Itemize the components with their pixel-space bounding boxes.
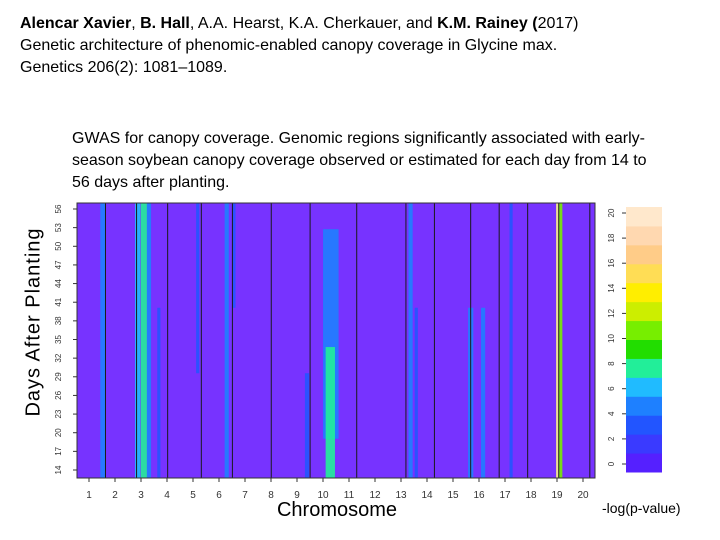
- colorbar-tick-label: 14: [607, 283, 616, 292]
- citation-line-3: Genetics 206(2): 1081–1089.: [20, 59, 228, 76]
- citation-line-2: Genetic architecture of phenomic-enabled…: [20, 37, 558, 54]
- y-tick-label: 20: [54, 428, 63, 437]
- x-tick-label: 5: [190, 490, 196, 501]
- y-tick-label: 26: [54, 390, 63, 399]
- x-tick-label: 10: [317, 490, 329, 501]
- colorbar-swatch: [626, 320, 662, 340]
- author-lead: Alencar Xavier: [20, 15, 132, 32]
- x-tick-label: 11: [344, 490, 355, 501]
- x-tick-label: 16: [473, 490, 485, 501]
- x-tick-label: 14: [421, 490, 433, 501]
- x-tick-label: 8: [268, 490, 274, 501]
- association-band-chr10: [325, 347, 335, 478]
- author-2: B. Hall: [140, 15, 190, 32]
- x-tick-label: 12: [369, 490, 381, 501]
- colorbar-swatch: [626, 225, 662, 246]
- colorbar-tick-label: 12: [607, 308, 616, 317]
- colorbar-swatch: [626, 207, 662, 227]
- x-tick-label: 19: [551, 490, 563, 501]
- colorbar-swatch: [626, 415, 662, 435]
- colorbar-tick-label: 10: [607, 334, 616, 343]
- authors-mid: , A.A. Hearst, K.A. Cherkauer, and: [189, 15, 438, 32]
- x-axis-label: Chromosome: [276, 499, 398, 521]
- x-tick-label: 6: [216, 490, 222, 501]
- association-band-chr1: [100, 203, 106, 478]
- colorbar-tick-label: 8: [607, 361, 616, 366]
- colorbar-swatch: [626, 377, 662, 397]
- y-tick-label: 41: [54, 297, 63, 306]
- association-band-chr8: [304, 373, 310, 478]
- y-tick-label: 44: [54, 279, 63, 288]
- x-tick-label: 7: [242, 490, 248, 501]
- colorbar-tick-label: 2: [607, 436, 616, 441]
- y-tick-label: 14: [54, 465, 63, 474]
- y-tick-label: 35: [54, 335, 63, 344]
- citation-line-1: Alencar Xavier, B. Hall, A.A. Hearst, K.…: [20, 13, 710, 35]
- colorbar: 0 2 4 6 8 10 12 14 16 18 20: [607, 207, 662, 473]
- association-band-chr13: [408, 203, 413, 478]
- x-tick-label: 3: [138, 490, 144, 501]
- association-band-chr19: [556, 203, 563, 478]
- association-band-chr19: [556, 203, 559, 478]
- association-band-chr3: [140, 203, 147, 478]
- y-tick-label: 56: [54, 204, 63, 213]
- x-tick-label: 20: [577, 490, 589, 501]
- y-tick-label: 29: [54, 372, 63, 381]
- association-band-chr17: [509, 203, 513, 478]
- colorbar-tick-label: 6: [607, 386, 616, 391]
- x-tick-label: 17: [499, 490, 511, 501]
- y-tick-label: 47: [54, 260, 63, 269]
- x-tick-label: 13: [395, 490, 407, 501]
- x-tick-label: 18: [525, 490, 537, 501]
- colorbar-tick-label: 18: [607, 233, 616, 242]
- citation: Alencar Xavier, B. Hall, A.A. Hearst, K.…: [20, 13, 710, 79]
- y-tick-label: 50: [54, 241, 63, 250]
- association-band-chr6: [232, 203, 236, 308]
- plot-frame: [76, 202, 596, 479]
- colorbar-tick-label: 20: [607, 208, 616, 217]
- y-tick-label: 17: [54, 446, 63, 455]
- colorbar-swatch: [626, 282, 662, 303]
- citation-year: 2017): [537, 15, 579, 32]
- y-tick-label: 23: [54, 409, 63, 418]
- association-band-chr3: [157, 307, 161, 478]
- x-tick-label: 9: [294, 490, 300, 501]
- chart-caption: GWAS for canopy coverage. Genomic region…: [72, 130, 647, 191]
- x-tick-label: 1: [86, 490, 92, 501]
- colorbar-swatch: [626, 263, 662, 284]
- year-open: (: [527, 15, 538, 32]
- association-band-chr6: [224, 203, 229, 478]
- y-tick-label: 32: [54, 353, 63, 362]
- colorbar-tick-label: 16: [607, 258, 616, 267]
- citation-sep: ,: [131, 15, 141, 32]
- association-band-chr2: [135, 203, 141, 478]
- colorbar-swatch: [626, 244, 662, 265]
- colorbar-swatch: [626, 453, 662, 473]
- association-band-chr3: [146, 203, 152, 478]
- author-last: K.M. Rainey: [437, 15, 528, 32]
- x-tick-label: 15: [447, 490, 459, 501]
- heatmap-plot-area: 1 2 3 4 5 6 7 8 9 10 11 12 13 14 15 16 17 18 19 20141720232…: [54, 202, 596, 501]
- colorbar-swatch: [626, 301, 662, 322]
- association-band-chr5: [196, 203, 200, 374]
- colorbar-tick-label: 4: [607, 411, 616, 416]
- x-tick-label: 2: [112, 490, 118, 501]
- colorbar-swatch: [626, 339, 662, 359]
- y-tick-label: 53: [54, 223, 63, 232]
- x-tick-label: 4: [164, 490, 170, 501]
- colorbar-swatch: [626, 396, 662, 416]
- association-band-chr13: [414, 307, 418, 478]
- colorbar-swatch: [626, 358, 662, 378]
- y-tick-label: 38: [54, 316, 63, 325]
- association-band-chr16: [481, 307, 486, 478]
- colorbar-label: -log(p-value): [602, 500, 681, 516]
- colorbar-swatch: [626, 434, 662, 454]
- colorbar-tick-label: 0: [607, 461, 616, 466]
